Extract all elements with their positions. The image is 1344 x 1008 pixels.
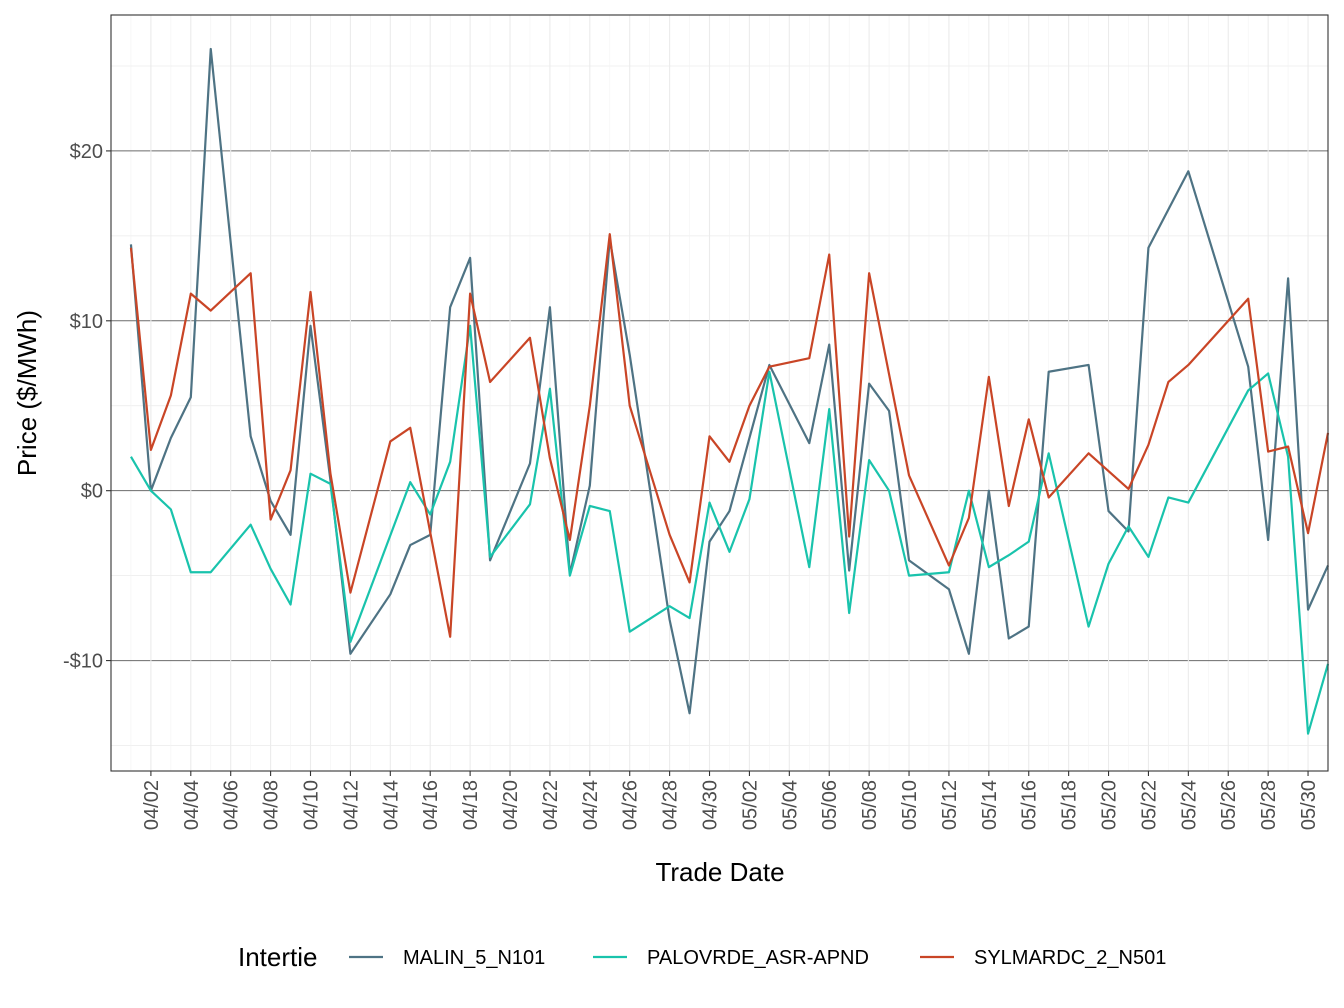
legend-title: Intertie — [238, 942, 318, 972]
x-tick-label: 05/24 — [1178, 780, 1200, 830]
y-tick-label: -$10 — [63, 651, 103, 673]
minor-grid — [111, 15, 1328, 771]
x-tick-label: 04/24 — [580, 780, 602, 830]
y-tick-label: $10 — [70, 311, 103, 333]
x-tick-label: 05/28 — [1258, 780, 1280, 830]
y-tick-label: $0 — [81, 481, 103, 503]
x-tick-label: 05/18 — [1059, 780, 1081, 830]
x-tick-label: 04/04 — [181, 780, 203, 830]
series-line-sylmardc_2_n501 — [129, 233, 1330, 638]
x-tick-label: 05/14 — [979, 780, 1001, 830]
x-tick-label: 04/18 — [460, 780, 482, 830]
x-axis-title: Trade Date — [655, 857, 784, 887]
x-tick-label: 05/04 — [779, 780, 801, 830]
x-tick-label: 05/26 — [1218, 780, 1240, 830]
x-tick-label: 05/30 — [1298, 780, 1320, 830]
x-axis: 04/02 04/04 04/06 04/08 04/10 04/12 04/14 04/16… — [141, 771, 1320, 830]
x-tick-label: 05/22 — [1138, 780, 1160, 830]
legend: Intertie MALIN_5_N101 PALOVRDE_ASR-APND SY… — [238, 942, 1166, 972]
x-tick-label: 04/20 — [500, 780, 522, 830]
legend-label-sylmardc_2_n501: SYLMARDC_2_N501 — [974, 947, 1166, 969]
x-tick-label: 05/16 — [1019, 780, 1041, 830]
y-axis: -$10 $0 $10 $20 — [63, 141, 111, 673]
x-tick-label: 04/12 — [340, 780, 362, 830]
legend-label-malin_5_n101: MALIN_5_N101 — [403, 947, 545, 969]
series-line-palovrde_asr-apnd — [130, 324, 1330, 735]
plot-panel-border — [110, 14, 1329, 772]
x-tick-label: 05/08 — [859, 780, 881, 830]
legend-label-palovrde_asr-apnd: PALOVRDE_ASR-APND — [647, 947, 869, 969]
x-tick-label: 04/26 — [620, 780, 642, 830]
x-tick-label: 05/20 — [1099, 780, 1121, 830]
x-tick-label: 04/08 — [261, 780, 283, 830]
y-tick-label: $20 — [70, 141, 103, 163]
x-tick-label: 05/10 — [899, 780, 921, 830]
x-tick-label: 04/28 — [660, 780, 682, 830]
series-line-malin_5_n101 — [129, 47, 1330, 715]
x-tick-label: 04/16 — [420, 780, 442, 830]
major-grid — [111, 15, 1328, 771]
x-tick-label: 04/06 — [221, 780, 243, 830]
x-tick-label: 04/02 — [141, 780, 163, 830]
x-tick-label: 04/10 — [301, 780, 323, 830]
x-tick-label: 05/02 — [739, 780, 761, 830]
x-tick-label: 04/30 — [700, 780, 722, 830]
x-tick-label: 04/22 — [540, 780, 562, 830]
y-axis-title: Price ($/MWh) — [12, 310, 42, 476]
x-tick-label: 05/12 — [939, 780, 961, 830]
x-tick-label: 04/14 — [380, 780, 402, 830]
series-layer — [129, 47, 1330, 735]
x-tick-label: 05/06 — [819, 780, 841, 830]
